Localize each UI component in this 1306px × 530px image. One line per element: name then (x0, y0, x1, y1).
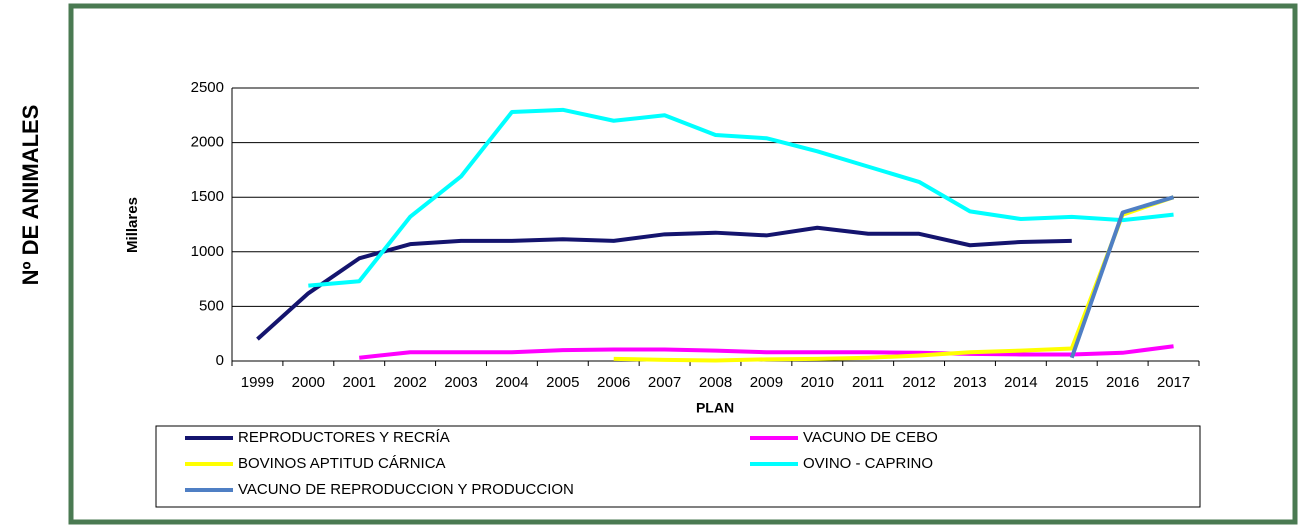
y-tick-label: 1500 (191, 188, 224, 205)
legend-label: OVINO - CAPRINO (803, 455, 933, 472)
x-tick-label: 2008 (699, 374, 732, 391)
line-series (1069, 195, 1175, 359)
line-series (256, 225, 1072, 341)
legend-label: BOVINOS APTITUD CÁRNICA (238, 455, 446, 472)
x-tick-label: 2016 (1106, 374, 1139, 391)
x-tick-label: 2004 (495, 374, 528, 391)
legend-label: REPRODUCTORES Y RECRÍA (238, 429, 450, 446)
x-tick-label: 2017 (1157, 374, 1190, 391)
side-label: Nº DE ANIMALES (18, 105, 43, 286)
legend (155, 425, 1201, 508)
x-tick-label: 2009 (750, 374, 783, 391)
x-tick-label: 2014 (1004, 374, 1037, 391)
line-series (613, 195, 1175, 363)
y-tick-label: 2000 (191, 134, 224, 151)
x-tick-label: 2003 (444, 374, 477, 391)
y-tick-label: 0 (216, 352, 224, 369)
y-tick-label: 2500 (191, 79, 224, 96)
x-tick-label: 2005 (546, 374, 579, 391)
x-tick-label: 2015 (1055, 374, 1088, 391)
y-tick-label: 500 (199, 297, 224, 314)
x-tick-label: 2011 (852, 374, 884, 391)
x-tick-label: 2001 (343, 374, 376, 391)
x-axis-title: PLAN (696, 400, 734, 416)
x-tick-label: 2002 (393, 374, 426, 391)
line-series (308, 107, 1174, 288)
x-tick-label: 2010 (801, 374, 834, 391)
x-tick-label: 1999 (241, 374, 274, 391)
y-axis-title: Millares (124, 197, 141, 253)
line-series (359, 344, 1174, 360)
x-tick-label: 2012 (902, 374, 935, 391)
legend-label: VACUNO DE CEBO (803, 429, 938, 446)
x-tick-label: 2013 (953, 374, 986, 391)
y-tick-label: 1000 (191, 243, 224, 260)
x-tick-label: 2006 (597, 374, 630, 391)
x-tick-label: 2000 (292, 374, 325, 391)
legend-label: VACUNO DE REPRODUCCION Y PRODUCCION (238, 481, 574, 498)
x-tick-label: 2007 (648, 374, 681, 391)
